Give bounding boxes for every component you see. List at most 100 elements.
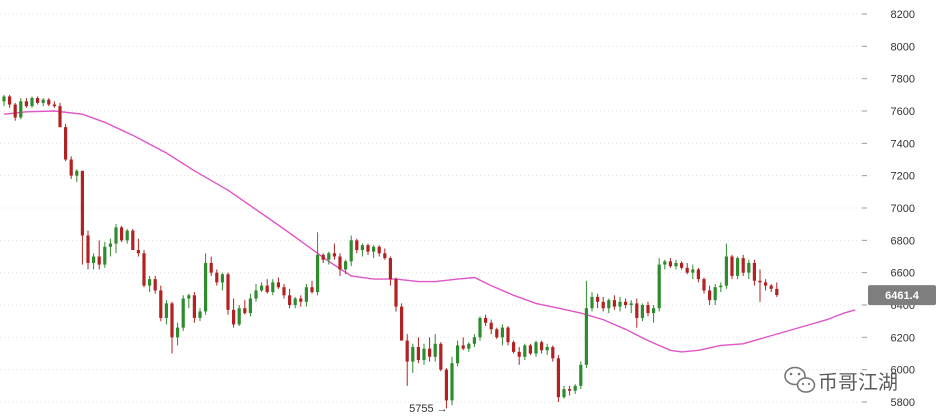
candle-body [148,279,152,286]
candle-body [422,348,426,360]
candle-body [506,327,510,343]
candle [691,264,695,280]
candle [2,94,6,107]
candle-body [747,262,751,273]
candle [461,337,465,351]
candle [456,340,460,367]
candle-body [523,345,527,357]
candle-body [400,306,404,341]
candle-body [237,308,241,325]
candle [500,324,504,346]
candle [663,259,667,270]
candle [394,277,398,312]
candle-body [652,308,656,314]
candle-body [428,348,432,357]
candle-body [668,261,672,267]
candle-body [97,256,101,265]
candle-body [450,363,454,401]
candle [416,337,420,364]
candle [181,295,185,331]
candle-body [646,305,650,314]
candle-body [204,262,208,312]
candle [652,305,656,323]
candle-body [170,303,174,338]
candle [360,243,364,257]
candle-body [416,347,420,360]
candle-body [131,230,135,251]
candle-body [674,262,678,267]
candle-body [19,101,23,118]
candle [545,343,549,356]
candle-body [293,298,297,305]
candle-body [164,303,168,318]
candle-body [198,311,202,318]
candle-body [719,285,723,288]
candle-body [758,280,762,283]
candle [120,225,124,242]
candle [467,342,471,352]
candle-body [405,340,409,362]
watermark: 币哥江湖 [784,366,898,394]
candle [741,254,745,276]
y-tick-label: 7400 [891,138,915,150]
candle [125,229,129,244]
candle-body [640,305,644,318]
candle [131,229,135,251]
candle-body [232,309,236,325]
candle-body [534,342,538,354]
candle [220,272,224,291]
candle [316,232,320,296]
candle-body [551,347,555,359]
candle-body [332,253,336,257]
moving-average-line [3,110,856,353]
candle [310,280,314,294]
candle-body [248,298,252,314]
candle [422,343,426,365]
candle [248,293,252,317]
candle [103,241,107,268]
candle-body [724,256,728,286]
candle [540,340,544,354]
candle-body [52,104,56,107]
candle [198,308,202,322]
candle [75,169,79,183]
candle [517,347,521,365]
candle [719,282,723,293]
candle-body [433,343,437,357]
candle [349,235,353,267]
candle-body [540,342,544,351]
candle-body [713,287,717,301]
candle [36,96,40,105]
grid-lines [0,13,862,403]
last-price-tag: 6461.4 [868,285,936,306]
candle-body [702,279,706,291]
candle [142,250,146,288]
candles-layer [2,94,779,409]
y-axis: 5800600062006400660068007000720074007600… [862,9,915,409]
candle [736,256,740,280]
candle-body [142,253,146,286]
candle [8,94,12,108]
candle-body [579,364,583,386]
y-tick-label: 6200 [891,332,915,344]
candle [164,300,168,325]
candle-body [92,256,96,263]
candle-body [484,317,488,323]
last-price-tag-background [868,285,936,306]
candle [86,230,90,270]
candle [69,156,73,179]
candle [383,248,387,260]
candle [534,340,538,357]
candle-body [388,258,392,280]
candle [512,340,516,354]
candle-body [528,345,532,354]
candle-body [24,101,28,107]
candle-body [338,256,342,270]
candle [668,258,672,268]
candle-body [741,258,745,273]
candle [41,98,45,107]
candle [344,259,348,275]
candle [528,343,532,356]
y-tick-label: 7800 [891,74,915,86]
